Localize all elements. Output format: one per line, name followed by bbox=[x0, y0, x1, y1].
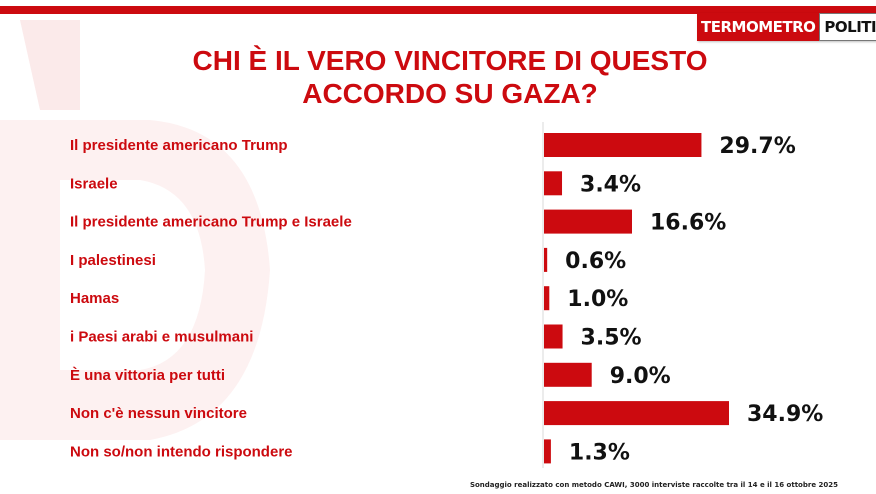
value-label: 1.3% bbox=[569, 440, 630, 465]
value-label: 0.6% bbox=[565, 249, 626, 274]
chart-title: CHI È IL VERO VINCITORE DI QUESTO ACCORD… bbox=[110, 44, 790, 110]
category-label: Non so/non intendo rispondere bbox=[70, 443, 293, 460]
bar bbox=[544, 324, 563, 349]
footnote: Sondaggio realizzato con metodo CAWI, 30… bbox=[469, 481, 838, 489]
value-label: 1.0% bbox=[567, 287, 628, 312]
bar bbox=[544, 401, 729, 426]
chart-title-line-1: CHI È IL VERO VINCITORE DI QUESTO bbox=[192, 45, 708, 76]
bar bbox=[544, 171, 563, 196]
termometro-politico-logo: TERMOMETRO POLITICO bbox=[697, 13, 876, 41]
value-label: 3.4% bbox=[580, 172, 641, 197]
bar bbox=[544, 133, 702, 157]
bar bbox=[544, 439, 551, 464]
category-label: Non c'è nessun vincitore bbox=[70, 405, 247, 422]
value-label: 16.6% bbox=[650, 211, 726, 236]
bar bbox=[544, 209, 632, 234]
category-label: È una vittoria per tutti bbox=[70, 367, 225, 384]
category-label: Il presidente americano Trump e Israele bbox=[70, 214, 352, 231]
value-label: 34.9% bbox=[747, 402, 823, 427]
logo-part-politico: POLITICO bbox=[819, 13, 876, 41]
chart-title-line-2: ACCORDO SU GAZA? bbox=[302, 78, 598, 109]
logo-part-termometro: TERMOMETRO bbox=[697, 13, 820, 41]
bar bbox=[544, 286, 550, 311]
value-label: 29.7% bbox=[719, 134, 795, 159]
bar bbox=[544, 362, 592, 387]
category-label: Israele bbox=[70, 175, 118, 192]
bar bbox=[544, 247, 548, 272]
top-accent-bar bbox=[0, 6, 876, 14]
category-label: I palestinesi bbox=[70, 252, 156, 269]
value-label: 9.0% bbox=[610, 364, 671, 389]
category-label: i Paesi arabi e musulmani bbox=[70, 329, 253, 346]
category-label: Hamas bbox=[70, 290, 119, 307]
value-label: 3.5% bbox=[581, 326, 642, 351]
category-label: Il presidente americano Trump bbox=[70, 137, 288, 154]
